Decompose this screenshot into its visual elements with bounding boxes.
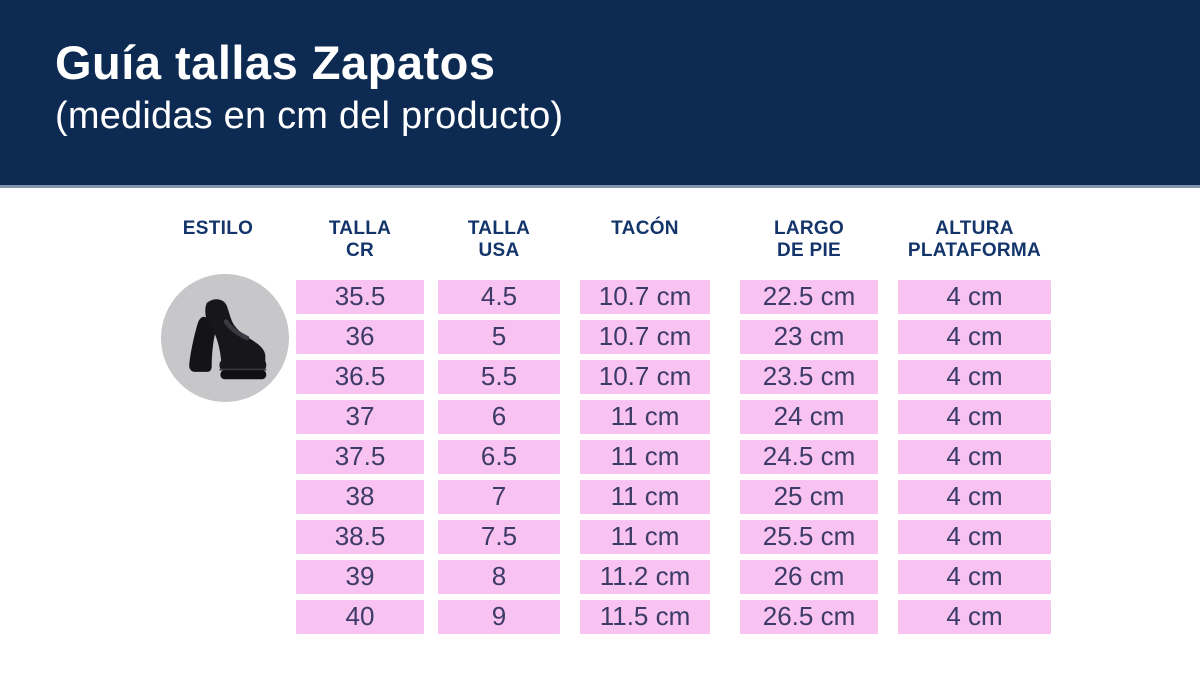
cell-largo-de-pie: 23.5 cm (740, 359, 878, 394)
cell-altura-plataforma: 4 cm (898, 319, 1051, 354)
cell-talla-usa: 5 (438, 319, 560, 354)
cell-tacon: 11 cm (580, 479, 710, 514)
cell-talla-usa: 7.5 (438, 519, 560, 554)
cell-altura-plataforma: 4 cm (898, 519, 1051, 554)
page-title: Guía tallas Zapatos (55, 36, 496, 89)
column-header-label: CR (345, 240, 375, 262)
column-header-label: DE PIE (776, 240, 842, 262)
table-header-row: ESTILO TALLA CR TALLA USA TACÓN LARGO DE… (0, 218, 1200, 263)
cell-talla-usa: 5.5 (438, 359, 560, 394)
column-header-label: TACÓN (611, 218, 679, 239)
cell-talla-usa: 7 (438, 479, 560, 514)
cell-largo-de-pie: 25.5 cm (740, 519, 878, 554)
cell-largo-de-pie: 25 cm (740, 479, 878, 514)
table-row: 35.5 4.5 10.7 cm 22.5 cm 4 cm (296, 279, 1200, 314)
table-row: 40 9 11.5 cm 26.5 cm 4 cm (296, 599, 1200, 634)
cell-talla-usa: 6 (438, 399, 560, 434)
cell-talla-cr: 36 (296, 319, 424, 354)
cell-talla-cr: 37 (296, 399, 424, 434)
platform-shoe-image (189, 299, 267, 380)
column-header-label: USA (478, 240, 520, 262)
cell-tacon: 11 cm (580, 399, 710, 434)
cell-altura-plataforma: 4 cm (898, 599, 1051, 634)
header-banner: Guía tallas Zapatos (medidas en cm del p… (0, 0, 1200, 188)
cell-altura-plataforma: 4 cm (898, 439, 1051, 474)
cell-altura-plataforma: 4 cm (898, 359, 1051, 394)
table-row: 37 6 11 cm 24 cm 4 cm (296, 399, 1200, 434)
cell-talla-cr: 38.5 (296, 519, 424, 554)
column-header-label: ALTURA (935, 218, 1014, 239)
table-rows: 35.5 4.5 10.7 cm 22.5 cm 4 cm 36 5 10.7 cm 23 cm… (296, 279, 1200, 634)
page-subtitle: (medidas en cm del producto) (55, 95, 564, 138)
cell-talla-cr: 37.5 (296, 439, 424, 474)
cell-tacon: 11.2 cm (580, 559, 710, 594)
cell-talla-cr: 39 (296, 559, 424, 594)
cell-talla-usa: 4.5 (438, 279, 560, 314)
cell-talla-usa: 8 (438, 559, 560, 594)
cell-talla-cr: 35.5 (296, 279, 424, 314)
table-row: 36.5 5.5 10.7 cm 23.5 cm 4 cm (296, 359, 1200, 394)
cell-altura-plataforma: 4 cm (898, 279, 1051, 314)
column-header-label: TALLA (328, 218, 392, 239)
column-header-estilo: ESTILO (140, 218, 296, 240)
cell-tacon: 10.7 cm (580, 359, 710, 394)
cell-talla-cr: 40 (296, 599, 424, 634)
cell-talla-usa: 6.5 (438, 439, 560, 474)
column-header-label: ESTILO (182, 218, 254, 239)
cell-talla-cr: 36.5 (296, 359, 424, 394)
column-header-label: TALLA (467, 218, 531, 239)
table-row: 38.5 7.5 11 cm 25.5 cm 4 cm (296, 519, 1200, 554)
cell-tacon: 11 cm (580, 439, 710, 474)
cell-largo-de-pie: 26.5 cm (740, 599, 878, 634)
cell-largo-de-pie: 22.5 cm (740, 279, 878, 314)
cell-talla-cr: 38 (296, 479, 424, 514)
cell-tacon: 10.7 cm (580, 319, 710, 354)
cell-largo-de-pie: 23 cm (740, 319, 878, 354)
cell-largo-de-pie: 24 cm (740, 399, 878, 434)
cell-largo-de-pie: 26 cm (740, 559, 878, 594)
table-row: 36 5 10.7 cm 23 cm 4 cm (296, 319, 1200, 354)
cell-altura-plataforma: 4 cm (898, 559, 1051, 594)
cell-tacon: 11 cm (580, 519, 710, 554)
column-header-tacon: TACÓN (580, 218, 710, 240)
cell-altura-plataforma: 4 cm (898, 399, 1051, 434)
column-header-talla-cr: TALLA CR (296, 218, 424, 263)
cell-tacon: 10.7 cm (580, 279, 710, 314)
column-header-label: PLATAFORMA (907, 240, 1042, 262)
cell-altura-plataforma: 4 cm (898, 479, 1051, 514)
column-header-label: LARGO (773, 218, 845, 239)
style-image-circle (161, 274, 289, 402)
column-header-largo-de-pie: LARGO DE PIE (740, 218, 878, 263)
table-row: 39 8 11.2 cm 26 cm 4 cm (296, 559, 1200, 594)
table-row: 38 7 11 cm 25 cm 4 cm (296, 479, 1200, 514)
cell-largo-de-pie: 24.5 cm (740, 439, 878, 474)
table-row: 37.5 6.5 11 cm 24.5 cm 4 cm (296, 439, 1200, 474)
cell-tacon: 11.5 cm (580, 599, 710, 634)
column-header-altura-plataforma: ALTURA PLATAFORMA (898, 218, 1051, 263)
cell-talla-usa: 9 (438, 599, 560, 634)
column-header-talla-usa: TALLA USA (438, 218, 560, 263)
